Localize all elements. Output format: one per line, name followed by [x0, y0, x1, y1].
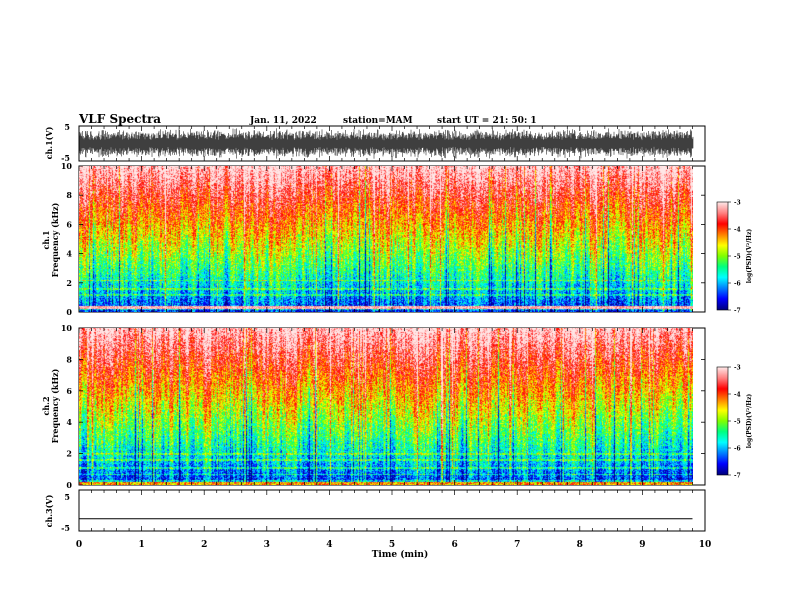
ch1-waveform-path	[78, 128, 694, 159]
colorbar-tick-label: -7	[734, 473, 741, 480]
ch1-waveform-panel: 5 -5 ch.1(V)	[44, 122, 706, 163]
frequency-tick-label: 2	[66, 278, 72, 288]
colorbar-tick-label: -3	[734, 365, 741, 372]
ch3-waveform-panel: 5 -5 ch.3(V)	[44, 489, 706, 533]
frequency-tick-label: 10	[61, 161, 73, 171]
frequency-tick-label: 0	[66, 480, 72, 490]
ch2-colorbar-label: log(PSD)(V²/Hz)	[746, 394, 753, 449]
ch2-spectrogram-image	[79, 328, 693, 485]
ch1-colorbar-ticks: -3 -4 -5 -6 -7	[728, 200, 741, 315]
start-time-label: start UT = 21: 50: 1	[437, 116, 537, 126]
colorbar-tick-label: -6	[734, 281, 741, 288]
time-tick-label: 8	[577, 540, 583, 550]
frequency-tick-label: 8	[66, 190, 72, 200]
ch2-colorbar-image	[717, 367, 728, 475]
colorbar-tick-label: -4	[734, 392, 741, 399]
time-tick-label: 2	[201, 540, 207, 550]
frequency-tick-label: 4	[66, 249, 72, 259]
ch1-spectrogram-ylabel-1: ch.1	[41, 230, 51, 249]
ch3-ytick-top: 5	[64, 492, 70, 502]
ch1-spectrogram-panel: 0 2 4 6 8 10 ch.1 Frequency (kHz)	[41, 161, 706, 317]
ch2-spectrogram-ylabel-1: ch.2	[41, 396, 51, 415]
figure-title: VLF Spectra	[78, 112, 161, 126]
ch2-colorbar: -3 -4 -5 -6 -7 log(PSD)(V²/Hz)	[716, 365, 753, 480]
time-tick-label: 5	[389, 540, 395, 550]
time-axis-label: Time (min)	[372, 549, 429, 560]
frequency-tick-label: 6	[66, 219, 72, 229]
time-tick-label: 9	[639, 540, 645, 550]
ch2-spectrogram-ylabel-2: Frequency (kHz)	[50, 368, 60, 443]
colorbar-tick-label: -3	[734, 200, 741, 207]
ch2-spectrogram-yticks: 0 2 4 6 8 10	[61, 323, 705, 490]
colorbar-tick-label: -5	[734, 419, 741, 426]
ch1-colorbar-label: log(PSD)(V²/Hz)	[746, 229, 753, 284]
date-label: Jan. 11, 2022	[249, 116, 317, 126]
time-tick-label: 1	[138, 540, 144, 550]
time-tick-label: 7	[514, 540, 520, 550]
ch1-spectrogram-yticks: 0 2 4 6 8 10	[61, 161, 705, 317]
time-tick-label: 4	[326, 540, 332, 550]
frequency-tick-label: 8	[66, 354, 72, 364]
ch2-colorbar-ticks: -3 -4 -5 -6 -7	[728, 365, 741, 480]
ch3-ytick-bottom: -5	[61, 523, 70, 533]
ch1-ytick-bottom: -5	[61, 153, 70, 163]
time-tick-label: 10	[699, 540, 712, 550]
time-tick-label: 0	[76, 540, 82, 550]
frequency-tick-label: 10	[61, 323, 73, 333]
time-tick-labels: 0 1 2 3 4 5 6 7 8 9 10	[76, 540, 711, 550]
ch1-ytick-top: 5	[64, 122, 70, 132]
ch3-waveform-frame	[78, 489, 706, 532]
ch1-spectrogram-image	[79, 166, 693, 312]
time-tick-label: 3	[264, 540, 270, 550]
colorbar-tick-label: -7	[734, 308, 741, 315]
ch2-spectrogram-panel: 0 2 4 6 8 10 ch.2 Frequency (kHz)	[41, 323, 706, 490]
time-tick-marks	[78, 126, 706, 531]
ch1-waveform-ylabel: ch.1(V)	[44, 126, 54, 159]
colorbar-tick-label: -6	[734, 446, 741, 453]
frequency-tick-label: 4	[66, 417, 72, 427]
station-label: station=MAM	[343, 116, 413, 126]
colorbar-tick-label: -4	[734, 227, 741, 234]
ch1-spectrogram-ylabel-2: Frequency (kHz)	[50, 202, 60, 277]
ch1-waveform-trace	[78, 128, 694, 159]
frequency-tick-label: 0	[66, 307, 72, 317]
ch1-colorbar-image	[717, 202, 728, 310]
colorbar-tick-label: -5	[734, 254, 741, 261]
frequency-tick-label: 6	[66, 386, 72, 396]
ch3-waveform-ylabel: ch.3(V)	[44, 494, 54, 527]
time-tick-label: 6	[451, 540, 457, 550]
ch1-colorbar: -3 -4 -5 -6 -7 log(PSD)(V²/Hz)	[716, 200, 753, 315]
frequency-tick-label: 2	[66, 449, 72, 459]
